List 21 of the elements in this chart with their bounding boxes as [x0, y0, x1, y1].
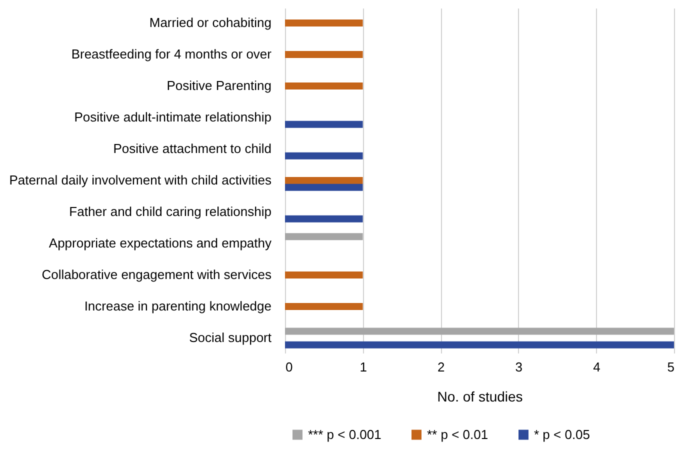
legend-label: ** p < 0.01: [427, 426, 488, 442]
x-tick-label: 1: [360, 360, 367, 374]
y-tick-label: Increase in parenting knowledge: [84, 298, 272, 314]
x-tick-label: 3: [515, 360, 523, 374]
y-tick-label: Positive adult-intimate relationship: [74, 109, 272, 124]
x-axis-title: No. of studies: [437, 388, 523, 404]
y-tick-label: Breastfeeding for 4 months or over: [71, 46, 272, 62]
y-tick-label: Positive attachment to child: [113, 140, 272, 156]
y-tick-label: Paternal daily involvement with child activities: [9, 172, 272, 188]
y-tick-label: Positive Parenting: [166, 78, 272, 93]
legend-label: * p < 0.05: [534, 426, 590, 442]
x-tick-label: 4: [593, 360, 600, 374]
x-tick-label: 0: [286, 360, 293, 374]
y-tick-label: Social support: [189, 330, 272, 346]
legend-label: *** p < 0.001: [308, 426, 382, 442]
x-tick-label: 2: [437, 360, 445, 374]
y-tick-label: Father and child caring relationship: [69, 204, 272, 220]
y-tick-label: Married or cohabiting: [149, 14, 272, 30]
y-tick-label: Appropriate expectations and empathy: [48, 236, 272, 251]
x-tick-label: 5: [667, 360, 674, 374]
y-tick-label: Collaborative engagement with services: [42, 267, 272, 282]
